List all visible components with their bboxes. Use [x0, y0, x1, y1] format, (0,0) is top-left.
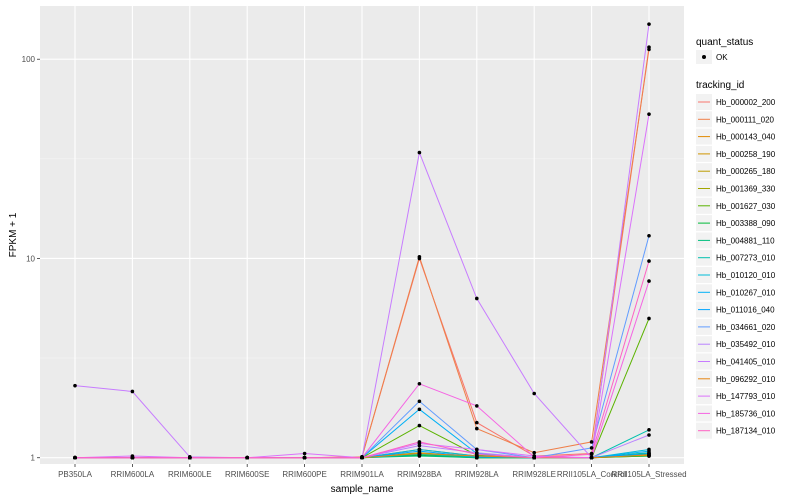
data-point	[245, 455, 249, 460]
data-point	[302, 451, 307, 456]
y-tick-label: 1	[31, 454, 36, 463]
series-points	[73, 22, 651, 460]
data-point	[647, 316, 651, 321]
legend-label: Hb_041405_010	[716, 358, 776, 367]
data-point	[475, 296, 479, 301]
legend-label: Hb_147793_010	[716, 392, 776, 401]
legend-label: Hb_001369_330	[716, 185, 776, 194]
data-point	[647, 47, 651, 52]
x-tick-label: RRII105LA_Stressed	[611, 470, 686, 479]
x-tick-label: RRIM928LE	[512, 470, 556, 479]
data-point	[73, 455, 77, 460]
legend-label: Hb_000265_180	[716, 167, 776, 176]
shape-legend-label: OK	[716, 53, 728, 62]
data-point	[647, 112, 651, 116]
data-point	[417, 451, 422, 456]
data-point	[647, 428, 651, 432]
shape-legend: quant_status OK	[696, 37, 753, 64]
data-point	[417, 423, 422, 428]
legend-label: Hb_011016_040	[716, 306, 775, 315]
data-point	[475, 447, 479, 452]
data-point	[589, 455, 594, 460]
data-point	[475, 426, 479, 431]
legend-label: Hb_000111_020	[716, 115, 775, 124]
y-axis-title: FPKM + 1	[8, 212, 19, 257]
data-point	[130, 455, 135, 460]
legend-label: Hb_185736_010	[716, 409, 776, 418]
legend-label: Hb_187134_010	[716, 427, 776, 436]
color-legend-title: tracking_id	[696, 80, 744, 91]
data-point	[417, 407, 422, 412]
data-point	[589, 446, 594, 450]
x-tick-label: RRIM928BA	[397, 470, 442, 479]
data-point	[73, 383, 77, 388]
data-point	[417, 254, 422, 259]
y-tick-label: 100	[22, 55, 36, 64]
data-point	[417, 399, 422, 404]
legend-label: Hb_035492_010	[716, 340, 776, 349]
data-point	[647, 433, 651, 437]
x-tick-label: RRIM600LE	[168, 470, 212, 479]
data-point	[647, 22, 651, 26]
legend-label: Hb_000002_200	[716, 98, 776, 107]
data-point	[589, 452, 594, 457]
data-point	[647, 279, 651, 283]
x-tick-label: RRIM600SE	[225, 470, 269, 479]
legend-label: Hb_000258_190	[716, 150, 776, 159]
data-point	[130, 389, 135, 394]
data-point	[417, 381, 422, 386]
x-tick-label: RRIM928LA	[455, 470, 499, 479]
legend-label: Hb_010267_010	[716, 288, 776, 297]
legend-label: Hb_010120_010	[716, 271, 776, 280]
data-point	[302, 455, 307, 460]
y-axis: 1 10 100	[22, 55, 40, 463]
data-point	[360, 455, 364, 460]
color-legend-items: Hb_000002_200 Hb_000111_020 Hb_000143_040 H…	[696, 94, 776, 439]
x-tick-label: RRIM600PE	[282, 470, 326, 479]
data-point	[532, 391, 536, 396]
legend-label: Hb_003388_090	[716, 219, 776, 228]
data-point	[647, 233, 651, 238]
legend-label: Hb_007273_010	[716, 254, 776, 263]
data-point	[188, 455, 192, 460]
data-point	[475, 452, 479, 457]
data-point	[475, 404, 479, 408]
legend-label: Hb_096292_010	[716, 375, 776, 384]
data-point	[589, 440, 594, 444]
data-point	[532, 455, 536, 460]
data-point	[475, 420, 479, 425]
x-tick-label: RRII105LA_Control	[557, 470, 627, 479]
x-tick-label: RRIM901LA	[340, 470, 384, 479]
x-axis: PB350LA RRIM600LA RRIM600LE RRIM600SE RRIM60…	[58, 464, 687, 479]
data-point	[532, 450, 536, 455]
color-legend: tracking_id Hb_000002_200Hb_000111_020Hb…	[696, 80, 776, 439]
shape-legend-point	[702, 55, 706, 59]
legend-label: Hb_034661_020	[716, 323, 776, 332]
data-point	[647, 453, 651, 457]
x-tick-label: PB350LA	[58, 470, 92, 479]
legend-label: Hb_000143_040	[716, 133, 776, 142]
data-point	[417, 440, 422, 444]
y-tick-label: 10	[26, 254, 35, 263]
legend-label: Hb_001627_030	[716, 202, 776, 211]
shape-legend-title: quant_status	[696, 37, 753, 48]
data-point	[647, 259, 651, 263]
x-axis-title: sample_name	[331, 484, 394, 495]
x-tick-label: RRIM600LA	[111, 470, 155, 479]
legend-label: Hb_004881_110	[716, 236, 775, 245]
data-point	[417, 150, 422, 155]
